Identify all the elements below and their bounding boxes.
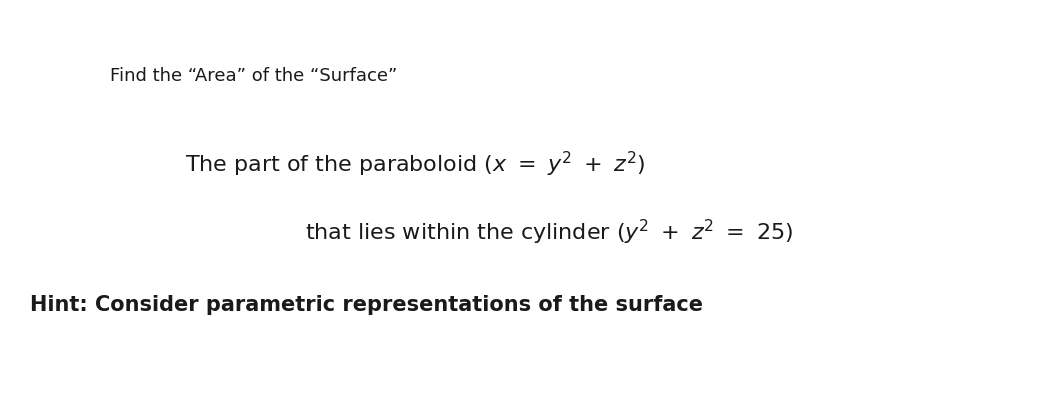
Text: The part of the paraboloid ($x\ =\ y^2\ +\ z^2$): The part of the paraboloid ($x\ =\ y^2\ … <box>185 150 645 179</box>
Text: Hint: Consider parametric representations of the surface: Hint: Consider parametric representation… <box>30 295 703 315</box>
Text: that lies within the cylinder ($y^2\ +\ z^2\ =\ 25$): that lies within the cylinder ($y^2\ +\ … <box>305 218 793 247</box>
Text: Find the “Area” of the “Surface”: Find the “Area” of the “Surface” <box>110 67 397 85</box>
